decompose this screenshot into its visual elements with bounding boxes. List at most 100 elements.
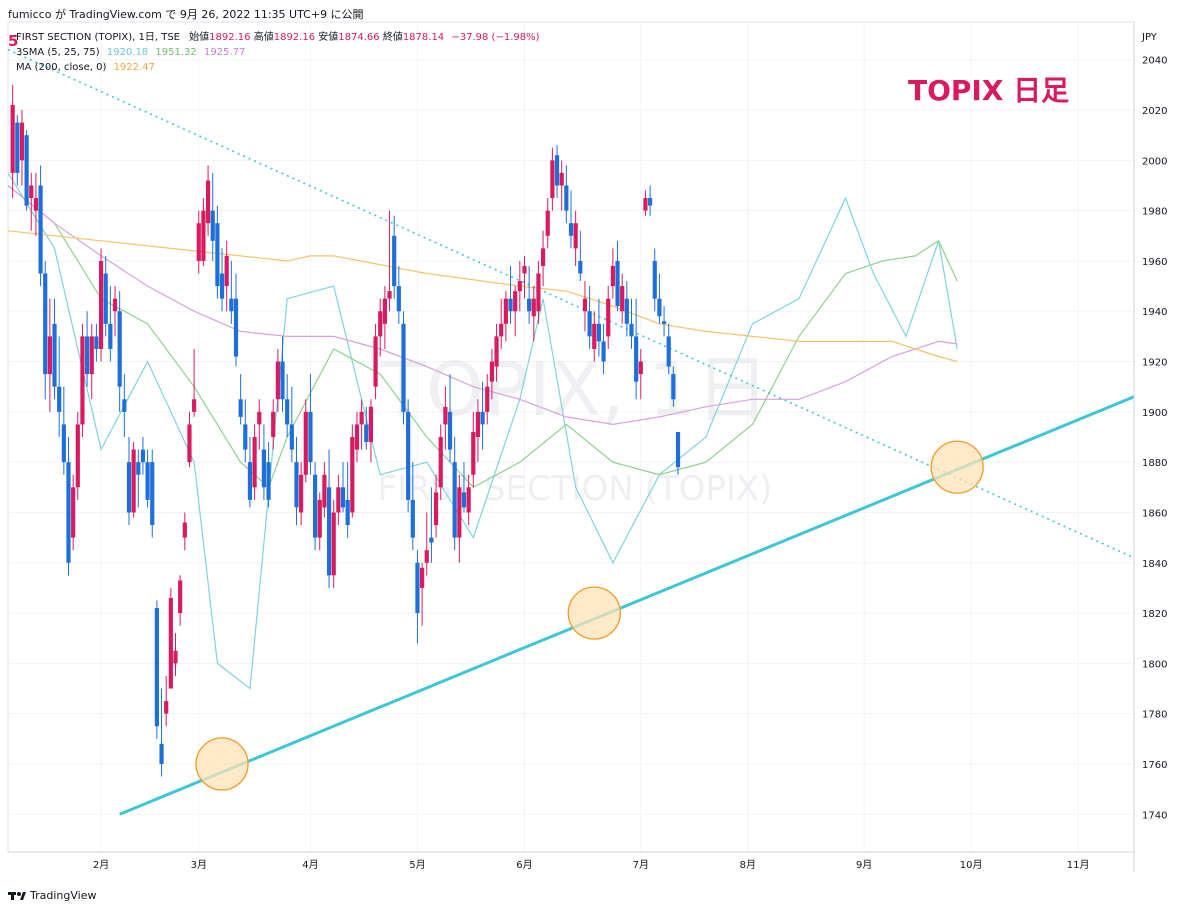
candle-body (606, 298, 611, 337)
legend-symbol[interactable]: FIRST SECTION (TOPIX), 1日, TSE (16, 32, 180, 43)
candle (666, 323, 671, 375)
y-tick-label: 1900 (1142, 408, 1167, 419)
candle (15, 115, 20, 186)
x-tick-label: 3月 (191, 859, 207, 871)
candle (52, 298, 57, 400)
candle (122, 374, 127, 437)
candle (19, 110, 25, 186)
candle (350, 424, 355, 518)
candle (219, 248, 225, 312)
candle (657, 273, 662, 324)
candle-body (187, 424, 192, 463)
tradingview-logo-icon (8, 891, 26, 901)
candle (94, 323, 99, 362)
candle (447, 374, 453, 463)
candle (480, 381, 485, 450)
candle (140, 437, 146, 475)
candle (336, 474, 341, 526)
candle-body (89, 336, 94, 375)
watermark-symbol: TOPIX, 1日 (380, 347, 770, 433)
candle-body (294, 462, 299, 508)
candle-body (354, 424, 360, 450)
footer-brand[interactable]: TradingView (30, 889, 97, 902)
candle-body (71, 487, 76, 538)
axes: 1740 1760 1780 1800 1820 1840 1860 1880 1900 1920… (8, 22, 1167, 872)
candle (387, 210, 392, 312)
candle (629, 298, 634, 349)
plot-frame (7, 21, 1135, 853)
candle-body (66, 462, 71, 563)
candle-body (215, 223, 220, 287)
candle (433, 474, 439, 538)
candle (136, 449, 141, 508)
resistance-trendline (7, 48, 1135, 559)
candle-body (192, 399, 197, 412)
candle (587, 286, 592, 349)
candle-body (443, 406, 448, 425)
candle-body (568, 223, 574, 236)
sma75-line (7, 185, 958, 426)
candle (406, 399, 411, 513)
candle-body (513, 291, 518, 312)
candle-body (420, 567, 425, 588)
candle-body (447, 411, 453, 450)
candle (252, 424, 257, 500)
candle (85, 311, 90, 387)
march-low-highlight (195, 737, 249, 791)
candle (43, 260, 48, 400)
candle (154, 600, 159, 739)
candle-body (657, 298, 662, 317)
candle-body (661, 321, 667, 324)
candle (531, 286, 536, 342)
candle (545, 198, 550, 249)
candle (378, 298, 383, 357)
candle-body (80, 336, 85, 425)
june-low-highlight (567, 586, 621, 640)
candle (299, 462, 304, 526)
candle-body (527, 298, 532, 312)
candle (420, 562, 425, 626)
candle (238, 374, 243, 425)
candle (522, 255, 527, 299)
legend-sma-row[interactable]: 3SMA (5, 25, 75) 1920.18 1951.32 1925.77 (12, 45, 540, 60)
candle (359, 399, 364, 450)
candle-body (536, 273, 541, 312)
candle-body (266, 462, 271, 500)
candle (364, 406, 369, 450)
y-tick-label: 1840 (1142, 559, 1167, 570)
candle-body (433, 492, 439, 526)
legend-ma-value: 1922.47 (113, 62, 155, 73)
candle (47, 298, 52, 412)
y-tick-label: 1940 (1142, 307, 1167, 318)
candle-body (178, 580, 183, 614)
candle-body (150, 462, 155, 526)
candle-body (10, 105, 15, 173)
candle-body (103, 273, 108, 324)
candle-body (140, 449, 146, 463)
candle-body (43, 273, 48, 375)
candle-body (582, 298, 588, 312)
candle-body (233, 298, 239, 357)
candle (527, 265, 532, 324)
candle (103, 255, 108, 337)
x-tick-label: 6月 (516, 859, 532, 871)
candlesticks (10, 84, 681, 777)
candle (294, 437, 299, 526)
candle (438, 424, 443, 500)
candle-body (359, 411, 364, 425)
legend-ma-row[interactable]: MA (200, close, 0) 1922.47 (12, 60, 540, 75)
legend-badge[interactable]: 5 (8, 32, 19, 50)
candle-body (406, 411, 411, 500)
candle-body (345, 499, 350, 526)
candle-body (387, 291, 392, 299)
x-tick-label: 5月 (409, 859, 425, 871)
candle-body (638, 361, 643, 375)
candle-body (522, 265, 527, 274)
candle (289, 386, 294, 463)
candle (620, 273, 625, 324)
candle-body (182, 522, 187, 538)
candle-body (573, 223, 578, 249)
candle (24, 130, 29, 211)
